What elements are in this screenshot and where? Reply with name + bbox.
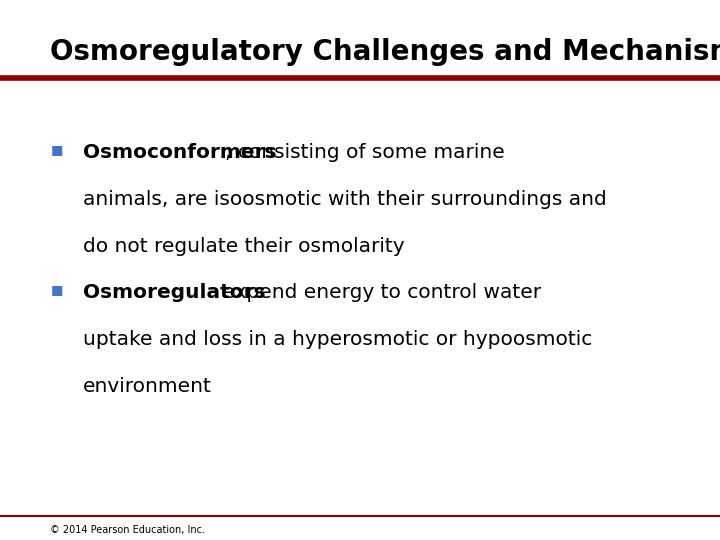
Text: uptake and loss in a hyperosmotic or hypoosmotic: uptake and loss in a hyperosmotic or hyp… [83, 330, 592, 349]
Text: Osmoregulatory Challenges and Mechanisms: Osmoregulatory Challenges and Mechanisms [50, 38, 720, 66]
Text: animals, are isoosmotic with their surroundings and: animals, are isoosmotic with their surro… [83, 190, 606, 209]
Text: ■: ■ [50, 284, 63, 296]
Text: Osmoregulators: Osmoregulators [83, 284, 266, 302]
Text: , consisting of some marine: , consisting of some marine [225, 143, 505, 162]
Text: ■: ■ [50, 143, 63, 156]
Text: © 2014 Pearson Education, Inc.: © 2014 Pearson Education, Inc. [50, 525, 205, 535]
Text: environment: environment [83, 377, 212, 396]
Text: expend energy to control water: expend energy to control water [216, 284, 541, 302]
Text: Osmoconformers: Osmoconformers [83, 143, 276, 162]
Text: do not regulate their osmolarity: do not regulate their osmolarity [83, 237, 405, 256]
